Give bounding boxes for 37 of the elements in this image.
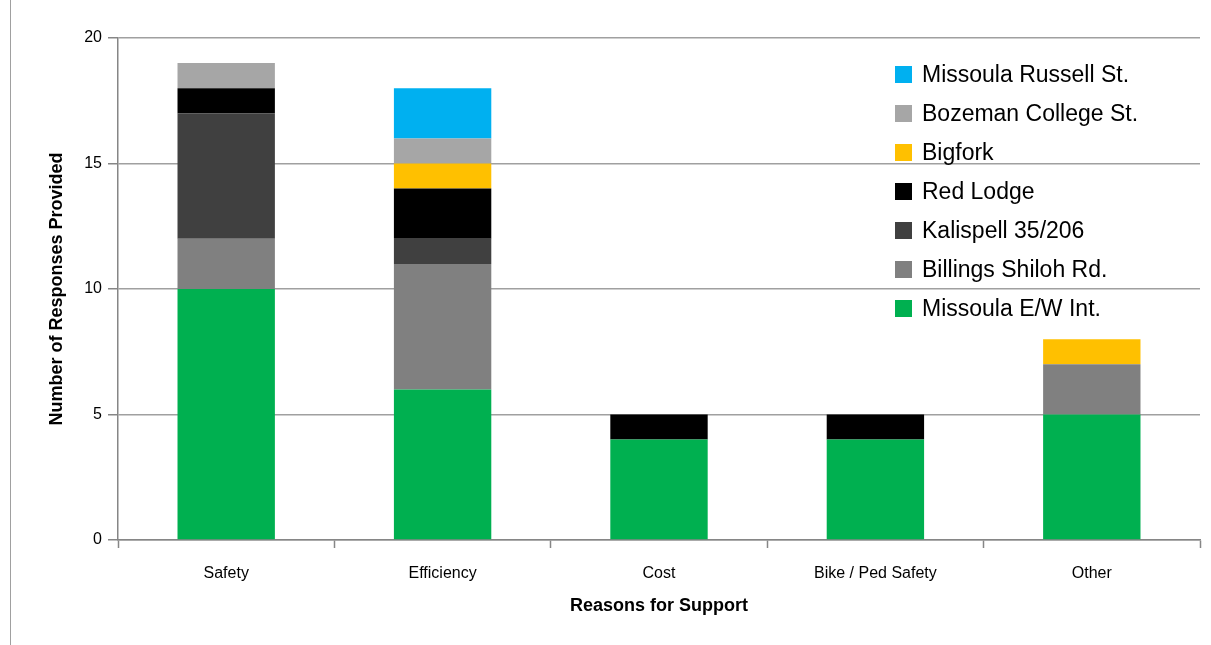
x-tick-label: Cost	[642, 564, 676, 582]
legend-label: Billings Shiloh Rd.	[922, 256, 1108, 283]
bar	[1043, 414, 1141, 540]
legend-label: Missoula Russell St.	[922, 61, 1130, 88]
x-tick-label: Other	[1071, 564, 1113, 582]
legend-label: Bigfork	[922, 139, 994, 166]
bar	[393, 88, 492, 139]
bar	[177, 238, 275, 289]
bar	[1043, 364, 1141, 415]
y-tick-label: 5	[93, 404, 103, 422]
bar	[177, 63, 275, 89]
legend-label: Kalispell 35/206	[922, 217, 1085, 244]
bar	[393, 238, 492, 264]
bar	[610, 439, 708, 540]
bar	[393, 263, 492, 390]
bar	[826, 414, 925, 440]
x-tick-label: Bike / Ped Safety	[814, 564, 937, 582]
x-axis-title: Reasons for Support	[569, 595, 749, 616]
legend-label: Missoula E/W Int.	[922, 295, 1101, 322]
bar	[393, 188, 492, 239]
bar	[177, 289, 275, 540]
bar	[177, 113, 275, 239]
bar	[1043, 339, 1141, 365]
bar	[393, 389, 492, 540]
bar	[393, 163, 492, 189]
y-tick-label: 0	[93, 530, 103, 548]
bar	[177, 88, 275, 114]
y-tick-label: 15	[84, 153, 103, 171]
legend-label: Red Lodge	[922, 178, 1035, 205]
x-tick-label: Efficiency	[408, 564, 477, 582]
bar	[826, 439, 925, 540]
bar	[610, 414, 708, 440]
legend-label: Bozeman College St.	[922, 100, 1139, 127]
x-tick-label: Safety	[203, 564, 249, 582]
y-tick-label: 10	[84, 279, 103, 297]
y-axis-title: Number of Responses Provided	[45, 152, 66, 426]
y-tick-label: 20	[84, 28, 103, 46]
